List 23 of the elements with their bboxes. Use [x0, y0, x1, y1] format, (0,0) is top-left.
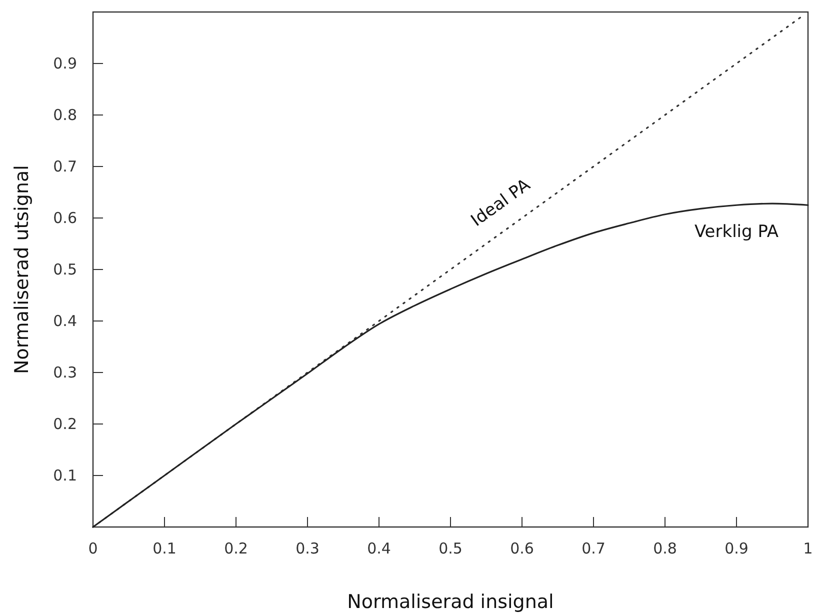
- x-tick-label: 0.1: [152, 540, 176, 558]
- series-label: Verklig PA: [694, 222, 779, 242]
- x-axis-title: Normaliserad insignal: [347, 591, 554, 613]
- x-tick-label: 0.9: [724, 540, 748, 558]
- y-tick-label: 0.4: [53, 312, 77, 330]
- x-tick-label: 0.7: [582, 540, 606, 558]
- x-tick-label: 0.3: [296, 540, 320, 558]
- y-tick-label: 0.8: [53, 106, 77, 124]
- y-tick-label: 0.7: [53, 157, 77, 176]
- x-tick-label: 0: [88, 540, 98, 558]
- x-tick-label: 0.5: [438, 540, 462, 558]
- x-tick-label: 1: [803, 540, 813, 558]
- y-tick-label: 0.6: [53, 208, 77, 227]
- y-tick-label: 0.9: [53, 54, 77, 72]
- x-tick-label: 0.2: [224, 540, 248, 558]
- x-tick-label: 0.8: [653, 540, 677, 558]
- y-axis-title: Normaliserad utsignal: [11, 165, 33, 374]
- x-tick-label: 0.4: [367, 540, 391, 558]
- y-tick-label: 0.2: [53, 414, 77, 433]
- y-tick-label: 0.5: [53, 260, 77, 278]
- y-tick-label: 0.1: [53, 466, 77, 484]
- x-tick-label: 0.6: [510, 540, 534, 558]
- y-tick-label: 0.3: [53, 363, 77, 382]
